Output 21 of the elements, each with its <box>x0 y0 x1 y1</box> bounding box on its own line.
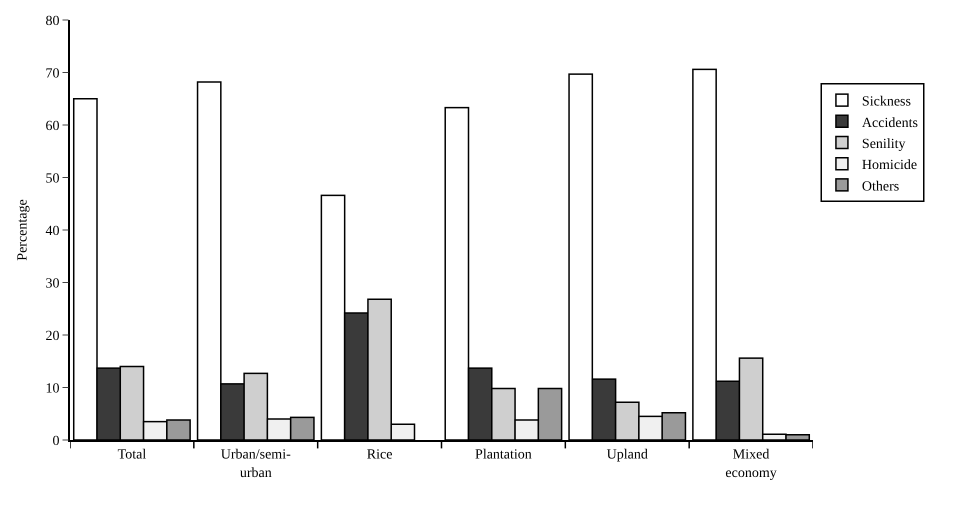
x-tick-label: Mixed economy <box>725 448 777 481</box>
legend-label: Accidents <box>862 116 918 131</box>
y-tick-label: 0 <box>52 434 60 449</box>
y-tick-label: 70 <box>45 66 60 82</box>
x-tick-label: Urban/semi-urban <box>220 448 292 481</box>
y-tick-label: 40 <box>45 224 60 239</box>
x-tick-label: Rice <box>366 448 392 463</box>
y-tick-label: 60 <box>45 118 60 134</box>
x-tick-label: Total <box>118 448 146 463</box>
y-tick-label: 20 <box>45 328 60 344</box>
y-tick-label: 80 <box>45 14 60 29</box>
y-axis-title: Percentage <box>16 199 31 261</box>
x-tick-label: Upland <box>606 448 648 463</box>
y-tick-label: 30 <box>45 276 60 292</box>
legend-label: Sickness <box>862 94 911 110</box>
legend-label: Homicide <box>862 158 918 174</box>
y-tick-label: 10 <box>45 381 60 396</box>
x-tick-label: Plantation <box>475 448 532 463</box>
y-tick-label: 50 <box>45 171 60 186</box>
legend-label: Others <box>862 179 900 194</box>
legend-label: Senility <box>862 136 906 152</box>
